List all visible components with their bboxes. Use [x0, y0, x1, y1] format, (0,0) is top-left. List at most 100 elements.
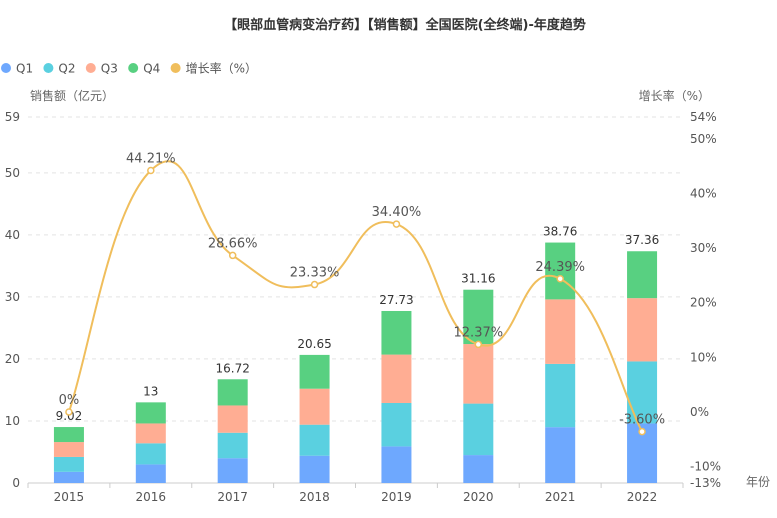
bar-q4-2018[interactable]	[299, 354, 330, 389]
bar-q2-2017[interactable]	[217, 432, 248, 459]
bar-q3-2020[interactable]	[463, 344, 494, 404]
bar-q3-2021[interactable]	[545, 299, 576, 364]
growth-label-1: 44.21%	[126, 151, 176, 166]
growth-label-7: -3.60%	[619, 413, 665, 428]
x-tick-label-6: 2021	[545, 490, 576, 504]
y-left-tick-3: 30	[5, 290, 20, 304]
bar-q1-2017[interactable]	[217, 458, 248, 483]
growth-line-series	[65, 160, 646, 436]
y-axis-right-ticks: -13% -10% 0% 10% 20% 30% 40% 50% 54%	[690, 110, 721, 490]
x-tick-label-3: 2018	[299, 490, 330, 504]
chart-title: 【眼部血管病变治疗药】【销售额】全国医院(全终端)-年度趋势	[224, 17, 586, 33]
y-right-tick-1: -10%	[690, 460, 721, 474]
y-right-tick-2: 0%	[690, 405, 709, 419]
bar-q2-2021[interactable]	[545, 363, 576, 428]
x-axis-ticks: 2015 2016 2017 2018 2019 2020 2021 2022	[27, 483, 684, 504]
y-left-tick-5: 50	[5, 166, 20, 180]
bar-q1-2020[interactable]	[463, 455, 494, 483]
legend-marker-3[interactable]	[128, 63, 139, 73]
growth-point-1[interactable]	[147, 166, 155, 175]
bar-q4-2021[interactable]	[545, 242, 576, 300]
legend-marker-0[interactable]	[1, 63, 11, 73]
bar-q4-2016[interactable]	[135, 402, 166, 424]
y-axis-left-ticks: 0 10 20 30 40 50 59	[5, 110, 20, 490]
y-right-tick-4: 20%	[690, 296, 717, 310]
bar-q2-2015[interactable]	[53, 456, 84, 472]
axis-labels: 销售额（亿元） 增长率（%） 年份	[30, 88, 770, 489]
x-tick-label-1: 2016	[136, 490, 167, 504]
bar-q3-2015[interactable]	[53, 442, 84, 457]
total-label-0: 9.02	[56, 409, 83, 423]
bar-q4-2022[interactable]	[627, 251, 658, 299]
bar-q3-2019[interactable]	[381, 354, 412, 403]
y-axis-left-label: 销售额（亿元）	[30, 88, 114, 103]
growth-labels: 0% 44.21% 28.66% 23.33% 34.40% 12.37% 24.39% -3…	[59, 151, 665, 427]
total-label-2: 16.72	[216, 361, 250, 375]
growth-point-6[interactable]	[556, 275, 564, 283]
total-label-3: 20.65	[297, 337, 331, 351]
legend-label-0[interactable]: Q1	[16, 62, 33, 76]
bar-q1-2016[interactable]	[135, 464, 166, 483]
x-axis-label: 年份	[746, 475, 770, 489]
growth-label-2: 28.66%	[208, 236, 258, 251]
bar-q1-2021[interactable]	[545, 427, 576, 483]
legend-marker-4[interactable]	[170, 63, 181, 73]
growth-point-0[interactable]	[65, 408, 73, 416]
bar-q1-2015[interactable]	[53, 471, 84, 483]
bar-q2-2016[interactable]	[135, 443, 166, 465]
bar-q3-2018[interactable]	[299, 388, 330, 425]
growth-point-5[interactable]	[474, 340, 483, 349]
growth-label-3: 23.33%	[290, 266, 340, 281]
bar-q2-2022[interactable]	[627, 361, 658, 424]
bar-q4-2020[interactable]	[463, 289, 494, 345]
bar-q4-2015[interactable]	[53, 427, 84, 443]
y-right-tick-5: 30%	[690, 241, 717, 255]
x-tick-label-0: 2015	[54, 490, 85, 504]
chart-title-group: 【眼部血管病变治疗药】【销售额】全国医院(全终端)-年度趋势	[224, 17, 586, 33]
legend-label-3[interactable]: Q4	[143, 62, 160, 76]
growth-label-6: 24.39%	[535, 260, 585, 275]
bar-q1-2018[interactable]	[299, 455, 330, 483]
growth-point-3[interactable]	[310, 280, 319, 289]
legend-label-1[interactable]: Q2	[58, 62, 75, 76]
bar-q2-2019[interactable]	[381, 402, 412, 447]
growth-label-5: 12.37%	[454, 325, 504, 340]
y-left-tick-0: 0	[12, 476, 20, 490]
growth-point-2[interactable]	[228, 251, 237, 260]
bar-q3-2016[interactable]	[135, 423, 166, 444]
legend-marker-2[interactable]	[85, 63, 96, 73]
y-right-tick-3: 10%	[690, 350, 717, 364]
bar-q3-2022[interactable]	[627, 298, 658, 362]
bar-q2-2020[interactable]	[463, 403, 494, 456]
legend-label-4[interactable]: 增长率（%）	[186, 61, 257, 76]
y-left-tick-2: 20	[5, 352, 20, 366]
total-label-7: 37.36	[625, 233, 659, 247]
legend-marker-1[interactable]	[43, 63, 54, 73]
y-axis-right-label: 增长率（%）	[639, 88, 710, 103]
y-left-tick-4: 40	[5, 228, 20, 242]
y-left-tick-1: 10	[5, 414, 20, 428]
bar-q3-2017[interactable]	[217, 405, 248, 433]
x-tick-label-4: 2019	[381, 490, 412, 504]
total-label-6: 38.76	[543, 225, 577, 239]
y-right-tick-8: 54%	[690, 110, 717, 124]
bar-q4-2017[interactable]	[217, 379, 248, 406]
y-right-tick-6: 40%	[690, 186, 717, 200]
growth-point-4[interactable]	[392, 220, 401, 228]
legend-label-2[interactable]: Q3	[101, 62, 118, 76]
bar-q2-2018[interactable]	[299, 424, 330, 456]
bar-q1-2019[interactable]	[381, 446, 412, 483]
total-label-4: 27.73	[379, 293, 413, 307]
growth-label-0: 0%	[59, 393, 80, 408]
x-tick-label-7: 2022	[627, 490, 658, 504]
x-tick-label-2: 2017	[217, 490, 248, 504]
bar-series	[53, 242, 658, 483]
x-tick-label-5: 2020	[463, 490, 494, 504]
grid-lines	[28, 116, 683, 484]
growth-label-4: 34.40%	[372, 205, 422, 220]
growth-point-7[interactable]	[638, 427, 646, 436]
total-label-1: 13	[143, 384, 158, 398]
bar-q4-2019[interactable]	[381, 310, 412, 355]
legend: Q1 Q2 Q3 Q4 增长率（%）	[1, 61, 257, 76]
